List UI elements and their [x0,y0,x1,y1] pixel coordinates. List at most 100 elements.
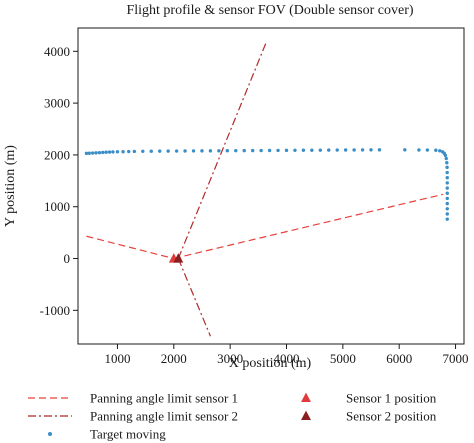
target-point [310,148,314,152]
x-tick-label: 4000 [273,351,299,366]
target-point [276,148,280,153]
target-point [149,149,153,153]
legend-label: Panning angle limit sensor 1 [90,391,238,406]
legend-swatch [301,410,311,421]
y-tick-label: 3000 [44,96,70,111]
legend-item: Panning angle limit sensor 2 [28,409,238,424]
target-point [434,148,438,152]
target-point [94,151,98,155]
target-point [293,148,297,153]
legend-label: Panning angle limit sensor 2 [90,409,238,424]
target-point [174,149,179,153]
x-axis: 1000 2000 3000 4000 5000 6000 7000 [104,344,469,366]
target-point [217,149,221,153]
y-tick-label: -1000 [40,303,70,318]
series-1-line-segment [177,40,268,259]
target-point [445,160,449,165]
plot-frame [77,27,465,345]
target-point [127,149,131,154]
legend-label: Target moving [90,427,166,442]
x-tick-label: 2000 [161,351,187,366]
legend-label: Sensor 2 position [346,409,437,424]
y-tick-label: 1000 [44,199,70,214]
target-point [445,186,449,190]
y-axis-label: Y position (m) [3,145,18,227]
legend-swatch [48,432,52,436]
target-point [445,212,449,216]
target-point [445,196,449,201]
target-point [444,156,448,161]
target-point [360,148,365,152]
target-point [318,148,323,152]
target-point [242,148,246,153]
x-tick-label: 1000 [104,351,130,366]
target-point [417,148,421,152]
target-point [343,148,348,152]
x-tick-label: 6000 [386,351,412,366]
target-point [225,149,230,153]
target-point [191,149,196,153]
sensor-4-marker [173,253,184,263]
target-point [301,148,306,152]
x-tick-label: 3000 [217,351,243,366]
target-point [445,165,449,170]
y-axis: -1000 0 1000 2000 3000 4000 [40,44,78,318]
target-point [121,150,125,154]
legend: Panning angle limit sensor 1 Panning angl… [28,391,437,442]
target-point [158,149,162,153]
target-point [115,150,120,154]
target-point [234,148,238,153]
target-point [445,207,449,211]
target-point [183,149,187,153]
series-0-line-segment [86,235,174,260]
target-point [438,149,442,153]
target-point [445,217,449,221]
target-point [97,150,102,155]
target-point [200,149,204,153]
legend-item: Target moving [48,427,166,442]
y-tick-label: 4000 [44,44,70,59]
x-tick-label: 7000 [443,351,469,366]
legend-item: Panning angle limit sensor 1 [28,391,238,406]
series-0-line-segment [173,193,444,260]
target-point [425,148,430,152]
target-point [352,148,356,152]
target-point [141,149,145,153]
legend-item: Sensor 1 position [301,391,437,406]
target-point [403,148,407,152]
target-point [250,148,255,153]
target-point [111,150,115,154]
legend-swatch [301,392,311,403]
target-point [87,151,91,155]
target-point [445,176,449,180]
plot-area [84,40,449,337]
x-tick-label: 5000 [330,351,356,366]
target-point [132,149,137,154]
chart-title: Flight profile & sensor FOV (Double sens… [126,3,413,18]
target-point [259,148,263,153]
target-point [267,148,272,153]
target-point [284,148,289,153]
legend-label: Sensor 1 position [346,391,437,406]
target-point [166,149,170,153]
target-point [107,150,112,154]
legend-item: Sensor 2 position [301,409,437,424]
target-point [443,153,448,158]
target-point [327,148,331,152]
y-tick-label: 2000 [44,147,70,162]
target-point [84,151,89,156]
target-point [377,148,382,152]
target-point [445,170,449,175]
target-point [335,148,339,152]
series-1-line-segment [177,258,211,337]
target-point [104,150,108,154]
y-tick-label: 0 [64,251,71,266]
target-point [101,150,105,155]
target-point [369,148,373,152]
target-point [90,151,95,155]
target-point [445,181,449,185]
target-point [445,191,449,195]
target-point [445,201,449,206]
